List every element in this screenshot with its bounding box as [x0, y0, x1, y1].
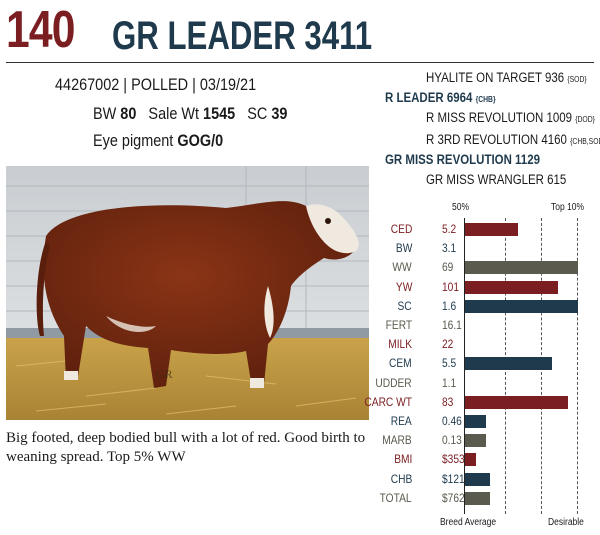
pedigree-sire-sire: HYALITE ON TARGET 936 {SOD} [426, 70, 587, 85]
header-divider [6, 62, 594, 63]
epd-label: CARC WT [364, 394, 412, 409]
salewt-label: Sale Wt [148, 104, 200, 123]
sc-label: SC [247, 104, 268, 123]
sc-value: 39 [271, 104, 288, 123]
animal-name: GR LEADER 3411 [112, 14, 373, 58]
breed-average-axis [464, 218, 465, 514]
epd-row-bmi: BMI $353 [380, 450, 594, 468]
epd-label: BMI [393, 452, 412, 467]
epd-row-chb: CHB $121 [380, 470, 594, 488]
epd-row-rea: REA 0.46 [380, 412, 594, 430]
epd-bar [465, 395, 568, 409]
epd-bar [465, 491, 490, 505]
lot-number: 140 [6, 1, 76, 59]
bull-photo: GR [6, 166, 369, 420]
eye-pigment-label: Eye pigment [93, 131, 174, 150]
epd-label: MARB [382, 433, 412, 448]
epd-value: $353 [442, 452, 465, 467]
epd-label: FERT [385, 318, 412, 332]
epd-value: 1.6 [442, 298, 457, 313]
bull-shape [36, 201, 359, 388]
scale-top-left: 50% [452, 202, 470, 213]
salewt-value: 1545 [203, 104, 236, 123]
epd-label: YW [395, 279, 412, 294]
epd-row-cem: CEM 5.5 [380, 354, 594, 372]
epd-bar [465, 261, 578, 275]
epd-label: CEM [389, 356, 412, 371]
pedigree-sire-dam: R MISS REVOLUTION 1009 {DOD} [426, 110, 595, 125]
epd-chart: 50% Top 10% CED 5.2 BW 3.1 WW 69 YW 101 SC 1.6 FER… [364, 200, 594, 530]
epd-label: MILK [388, 337, 412, 352]
epd-row-marb: MARB 0.13 [380, 431, 594, 449]
epd-value: 83 [442, 394, 454, 409]
epd-value: 5.2 [442, 222, 457, 236]
epd-value: 69 [442, 260, 454, 275]
epd-row-ced: CED 5.2 [380, 220, 594, 238]
epd-bar [465, 472, 490, 486]
epd-row-total: TOTAL $762 [380, 489, 594, 507]
bull-description: Big footed, deep bodied bull with a lot … [6, 430, 366, 465]
eye-pigment-line: Eye pigment GOG/0 [93, 131, 223, 151]
epd-label: CED [390, 222, 412, 236]
epd-value: 1.1 [442, 375, 457, 390]
epd-bar [465, 415, 486, 428]
epd-bar [465, 280, 558, 294]
bw-label: BW [93, 104, 117, 123]
epd-bar [465, 357, 552, 371]
epd-value: 22 [442, 337, 454, 352]
scale-bottom-left: Breed Average [440, 517, 497, 528]
epd-label: TOTAL [380, 490, 412, 505]
pedigree-dam-dam: GR MISS WRANGLER 615 [426, 172, 567, 187]
epd-row-yw: YW 101 [380, 278, 594, 296]
scale-top-right: Top 10% [551, 202, 585, 213]
bw-value: 80 [120, 104, 137, 123]
epd-value: 16.1 [442, 318, 462, 332]
epd-value: 3.1 [442, 241, 457, 256]
epd-label: UDDER [375, 375, 412, 390]
photo-watermark: GR [156, 367, 173, 381]
epd-label: CHB [390, 471, 412, 486]
epd-row-bw: BW 3.1 [380, 239, 594, 257]
epd-value: 0.46 [442, 414, 462, 428]
epd-label: BW [395, 241, 412, 256]
epd-bar [465, 453, 476, 467]
epd-row-milk: MILK 22 [380, 335, 594, 353]
epd-row-carc-wt: CARC WT 83 [364, 393, 594, 411]
epd-bar [465, 299, 578, 313]
epd-value: $762 [442, 490, 465, 505]
epd-value: 5.5 [442, 356, 457, 371]
epd-row-ww: WW 69 [380, 258, 594, 276]
eye-pigment-value: GOG/0 [177, 131, 224, 150]
epd-value: 101 [442, 279, 460, 294]
epd-value: 0.13 [442, 433, 462, 448]
stats-line: BW 80 Sale Wt 1545 SC 39 [93, 104, 287, 124]
pedigree-dam-sire: R 3RD REVOLUTION 4160 {CHB,SOD} [426, 132, 600, 147]
bull-illustration: GR [6, 166, 369, 420]
epd-label: REA [391, 414, 412, 428]
epd-row-sc: SC 1.6 [380, 297, 594, 315]
epd-bar [465, 223, 518, 236]
gridline-3 [577, 218, 578, 514]
epd-bar [465, 434, 486, 448]
registration-line: 44267002 | POLLED | 03/19/21 [55, 75, 257, 94]
epd-value: $121 [442, 471, 465, 486]
epd-row-fert: FERT 16.1 [380, 316, 594, 334]
scale-bottom-right: Desirable [548, 517, 584, 528]
pedigree-sire: R LEADER 6964 {CHB} [385, 90, 496, 105]
epd-label: WW [392, 260, 412, 275]
pedigree-dam: GR MISS REVOLUTION 1129 [385, 152, 540, 167]
epd-row-udder: UDDER 1.1 [376, 374, 594, 392]
epd-label: SC [397, 298, 412, 313]
